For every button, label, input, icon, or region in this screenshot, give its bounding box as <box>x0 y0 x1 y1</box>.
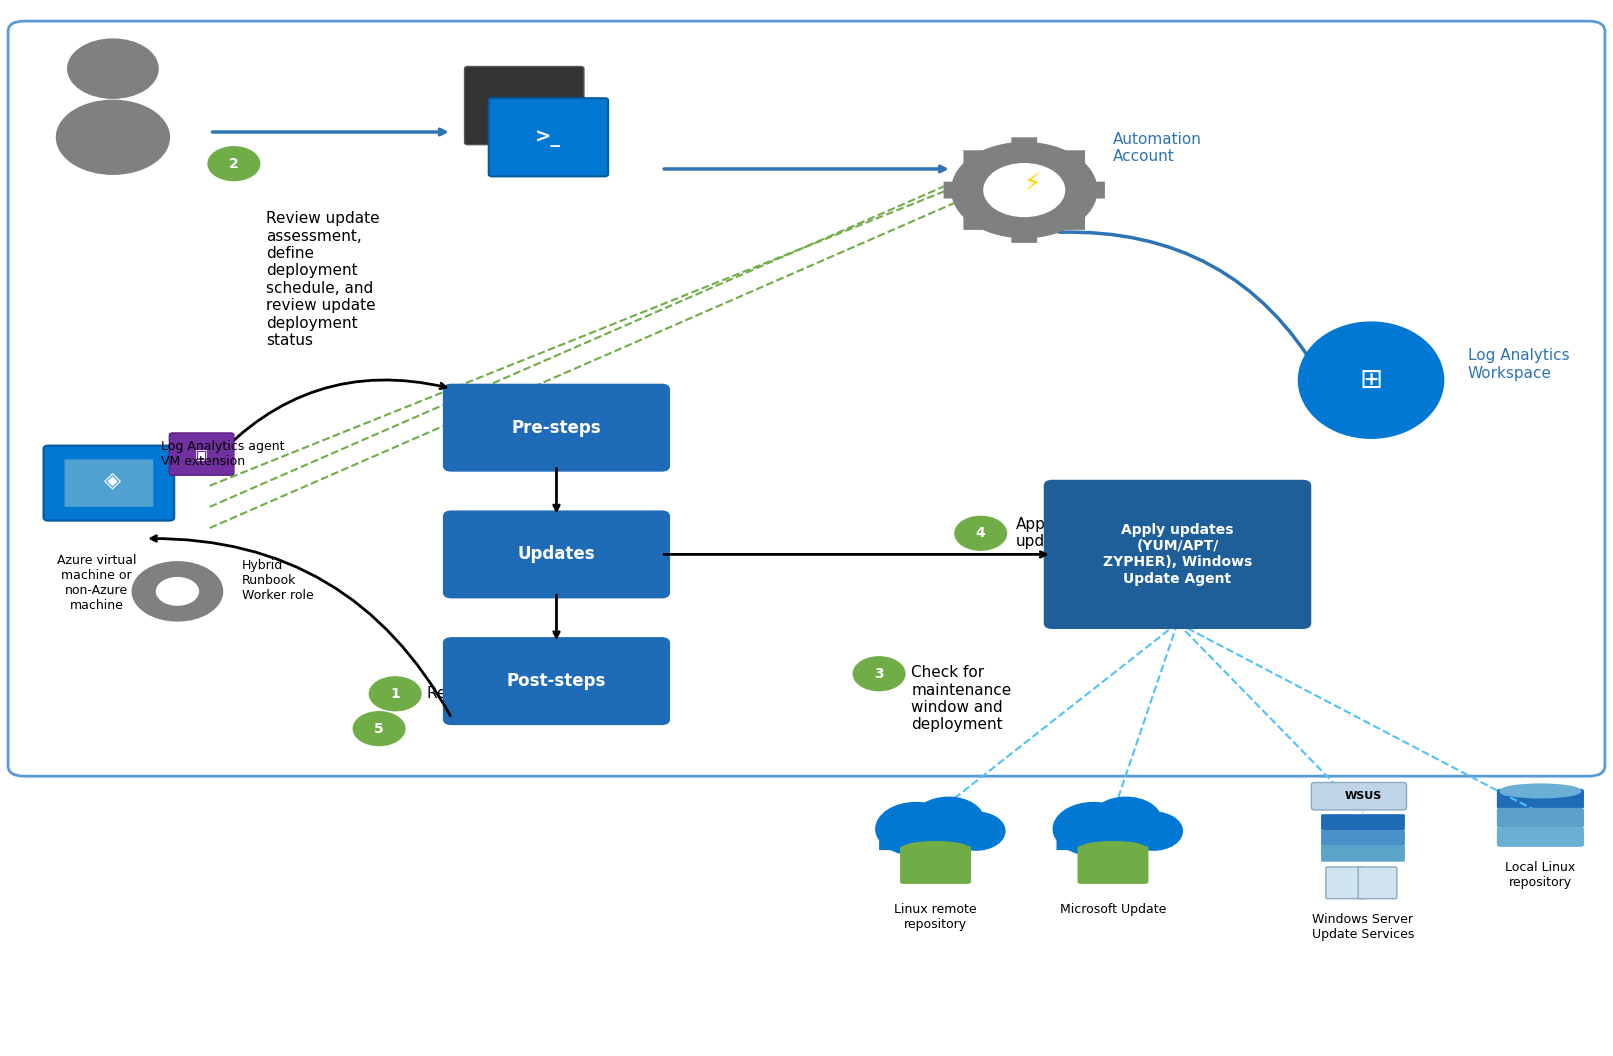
FancyBboxPatch shape <box>1358 867 1397 899</box>
FancyBboxPatch shape <box>169 433 234 475</box>
FancyBboxPatch shape <box>1321 846 1405 862</box>
Text: Pre-steps: Pre-steps <box>511 418 602 437</box>
FancyBboxPatch shape <box>44 446 174 521</box>
Circle shape <box>955 516 1007 550</box>
FancyBboxPatch shape <box>900 846 971 884</box>
FancyBboxPatch shape <box>1497 827 1584 847</box>
Ellipse shape <box>1081 842 1145 854</box>
Circle shape <box>369 677 421 711</box>
FancyBboxPatch shape <box>444 638 669 724</box>
Circle shape <box>68 39 158 98</box>
Text: Automation
Account: Automation Account <box>1113 132 1202 164</box>
FancyBboxPatch shape <box>1497 789 1584 809</box>
FancyBboxPatch shape <box>1321 814 1405 830</box>
Circle shape <box>1090 797 1161 844</box>
Circle shape <box>353 712 405 746</box>
FancyBboxPatch shape <box>1311 782 1407 810</box>
Text: Report status: Report status <box>427 686 531 701</box>
Circle shape <box>853 657 905 691</box>
Text: Updates: Updates <box>518 545 595 564</box>
Circle shape <box>984 164 1065 216</box>
FancyBboxPatch shape <box>444 384 669 471</box>
Text: 1: 1 <box>390 686 400 701</box>
Text: ⊞: ⊞ <box>1360 366 1382 394</box>
Circle shape <box>947 812 1005 850</box>
Text: 4: 4 <box>976 526 986 541</box>
FancyBboxPatch shape <box>1326 867 1365 899</box>
Circle shape <box>952 143 1097 238</box>
Ellipse shape <box>1298 322 1444 438</box>
FancyBboxPatch shape <box>1011 226 1037 243</box>
FancyBboxPatch shape <box>65 459 153 507</box>
Text: Check for
maintenance
window and
deployment: Check for maintenance window and deploym… <box>911 665 1011 733</box>
Text: Local Linux
repository: Local Linux repository <box>1505 861 1576 889</box>
Circle shape <box>1053 803 1134 855</box>
Text: ◈: ◈ <box>105 471 121 490</box>
Text: 5: 5 <box>374 721 384 736</box>
Text: Post-steps: Post-steps <box>506 672 606 691</box>
FancyBboxPatch shape <box>1045 480 1310 628</box>
FancyBboxPatch shape <box>879 824 984 850</box>
Circle shape <box>876 803 957 855</box>
FancyBboxPatch shape <box>1011 137 1037 154</box>
FancyBboxPatch shape <box>489 98 608 176</box>
Text: Azure virtual
machine or
non-Azure
machine: Azure virtual machine or non-Azure machi… <box>56 554 137 612</box>
Circle shape <box>132 562 223 621</box>
Text: Apply
updates: Apply updates <box>1016 517 1077 549</box>
Text: ⚡: ⚡ <box>1024 173 1040 196</box>
Circle shape <box>913 797 984 844</box>
FancyBboxPatch shape <box>1321 830 1405 846</box>
Ellipse shape <box>56 100 169 174</box>
Text: 2: 2 <box>229 156 239 171</box>
FancyBboxPatch shape <box>444 511 669 598</box>
Text: Log Analytics
Workspace: Log Analytics Workspace <box>1468 348 1569 380</box>
Text: Log Analytics agent
VM extension: Log Analytics agent VM extension <box>161 440 286 468</box>
Circle shape <box>1124 812 1182 850</box>
FancyBboxPatch shape <box>1060 213 1086 230</box>
Circle shape <box>208 147 260 181</box>
FancyBboxPatch shape <box>8 21 1605 776</box>
FancyBboxPatch shape <box>1060 150 1086 167</box>
Text: Linux remote
repository: Linux remote repository <box>894 903 977 931</box>
Text: Review update
assessment,
define
deployment
schedule, and
review update
deployme: Review update assessment, define deploym… <box>266 211 379 348</box>
FancyBboxPatch shape <box>1079 182 1105 199</box>
FancyBboxPatch shape <box>465 67 584 145</box>
Ellipse shape <box>1500 784 1581 798</box>
Text: Hybrid
Runbook
Worker role: Hybrid Runbook Worker role <box>242 560 313 602</box>
FancyBboxPatch shape <box>1077 846 1148 884</box>
Text: >_: >_ <box>536 128 561 147</box>
FancyBboxPatch shape <box>1057 824 1161 850</box>
Ellipse shape <box>903 842 968 854</box>
FancyBboxPatch shape <box>1497 808 1584 828</box>
Text: Microsoft Update: Microsoft Update <box>1060 903 1166 916</box>
FancyBboxPatch shape <box>963 150 989 167</box>
Circle shape <box>156 578 198 605</box>
FancyBboxPatch shape <box>963 213 989 230</box>
Text: WSUS: WSUS <box>1344 791 1382 802</box>
FancyBboxPatch shape <box>944 182 969 199</box>
Text: Apply updates
(YUM/APT/
ZYPHER), Windows
Update Agent: Apply updates (YUM/APT/ ZYPHER), Windows… <box>1103 523 1252 586</box>
Text: Windows Server
Update Services: Windows Server Update Services <box>1311 913 1415 942</box>
Text: 3: 3 <box>874 666 884 681</box>
Text: ▣: ▣ <box>195 447 208 461</box>
